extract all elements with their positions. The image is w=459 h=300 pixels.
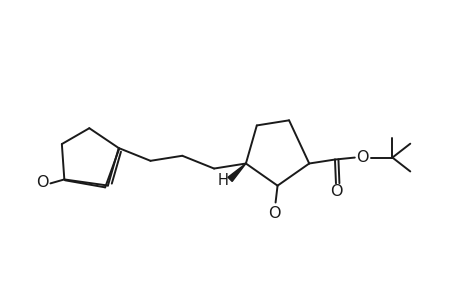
Text: O: O (329, 184, 341, 199)
Text: O: O (356, 150, 368, 165)
Polygon shape (228, 164, 246, 181)
Text: O: O (36, 175, 49, 190)
Text: H: H (217, 173, 228, 188)
Text: O: O (268, 206, 280, 221)
